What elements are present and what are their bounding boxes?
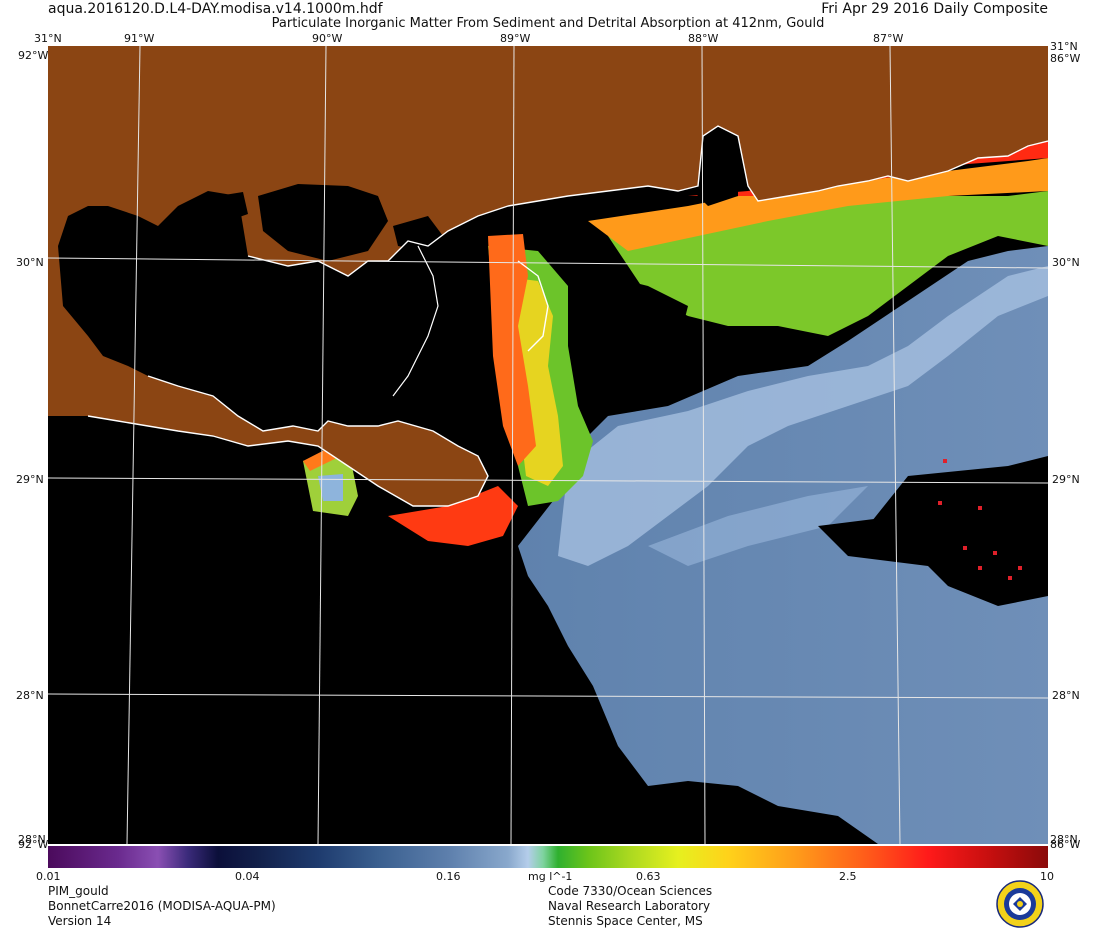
lon-edge-label-left-bottom: 92°W [18,838,49,851]
atchafalaya-plume-blue [318,474,343,501]
lake-borgne [393,216,443,251]
nrl-seal-icon [996,880,1044,928]
shoreline [392,245,439,397]
meridian-91w [126,46,141,844]
map-canvas [48,46,1048,844]
product-code: PIM_gould [48,884,109,898]
chandeleur-black-gap [588,276,688,366]
red-pixels [938,459,1022,580]
lat-label-left: 29°N [16,473,44,486]
lake-pontchartrain [258,184,388,261]
meridian-89w [510,46,515,844]
colorbar [48,846,1048,868]
lat-label-left: 28°N [16,689,44,702]
parallel-29n [48,477,1048,484]
land-louisiana-mississippi-alabama-florida [48,46,1048,506]
colorbar-tick: 0.63 [636,870,661,883]
colorbar-tick: 0.16 [436,870,461,883]
lat-label-right: 28°N [1052,689,1080,702]
composite-date: Fri Apr 29 2016 Daily Composite [821,1,1048,17]
parallel-30n [48,257,1048,269]
lon-label-top: 90°W [312,32,343,45]
graticule [48,46,1048,844]
org-location: Stennis Space Center, MS [548,914,703,928]
lon-label-top: 91°W [124,32,155,45]
lon-label-top: 87°W [873,32,904,45]
mississippi-plume-red [488,234,536,466]
shoreline [247,125,1048,277]
coastal-marsh-gap [428,296,488,376]
lat-label-bottom-right: 28°N [1050,833,1078,846]
meridian-90w [317,46,327,844]
lon-label-top: 88°W [688,32,719,45]
lon-edge-label-right-bottom: 86°W [1050,838,1081,851]
colorbar-units: mg l^-1 [528,870,573,883]
lat-label-bottom-left: 28°N [18,833,46,846]
org-name: Naval Research Laboratory [548,899,711,913]
shoreline [87,375,489,507]
lake-small [108,314,130,328]
version-text: Version 14 [48,914,112,928]
org-code: Code 7330/Ocean Sciences [548,884,713,898]
meridian-88w [701,46,706,844]
colorbar-tick: 2.5 [839,870,857,883]
cloud-gap [868,456,1048,606]
product-title: Particulate Inorganic Matter From Sedime… [271,16,825,31]
mississippi-river-delta-shoreline [517,260,549,352]
lat-label-left: 30°N [16,256,44,269]
lon-edge-label-right-top: 86°W [1050,52,1081,65]
dataset-name: BonnetCarre2016 (MODISA-AQUA-PM) [48,899,276,913]
cloud-gap [818,516,948,566]
file-name: aqua.2016120.D.L4-DAY.modisa.v14.1000m.h… [48,1,383,17]
lake-small [263,306,293,336]
pale-plume [558,266,1048,566]
delta-plume-red [388,486,518,546]
colorbar-tick: 10 [1040,870,1054,883]
lat-label-right: 30°N [1052,256,1080,269]
lat-label-top-right: 31°N [1050,40,1078,53]
lat-label-top-left: 31°N [34,32,62,45]
parallel-28n [48,693,1048,699]
meridian-87w [889,46,901,844]
lake-maurepas [218,192,248,221]
coastal-marsh-gap [288,356,393,416]
lon-label-top: 89°W [500,32,531,45]
offshore-water [518,246,1048,844]
pale-plume-2 [648,486,868,566]
lat-label-right: 29°N [1052,473,1080,486]
colorbar-tick: 0.04 [235,870,260,883]
colorbar-tick: 0.01 [36,870,61,883]
lon-edge-label-left-top: 92°W [18,49,49,62]
satellite-map [48,46,1048,844]
